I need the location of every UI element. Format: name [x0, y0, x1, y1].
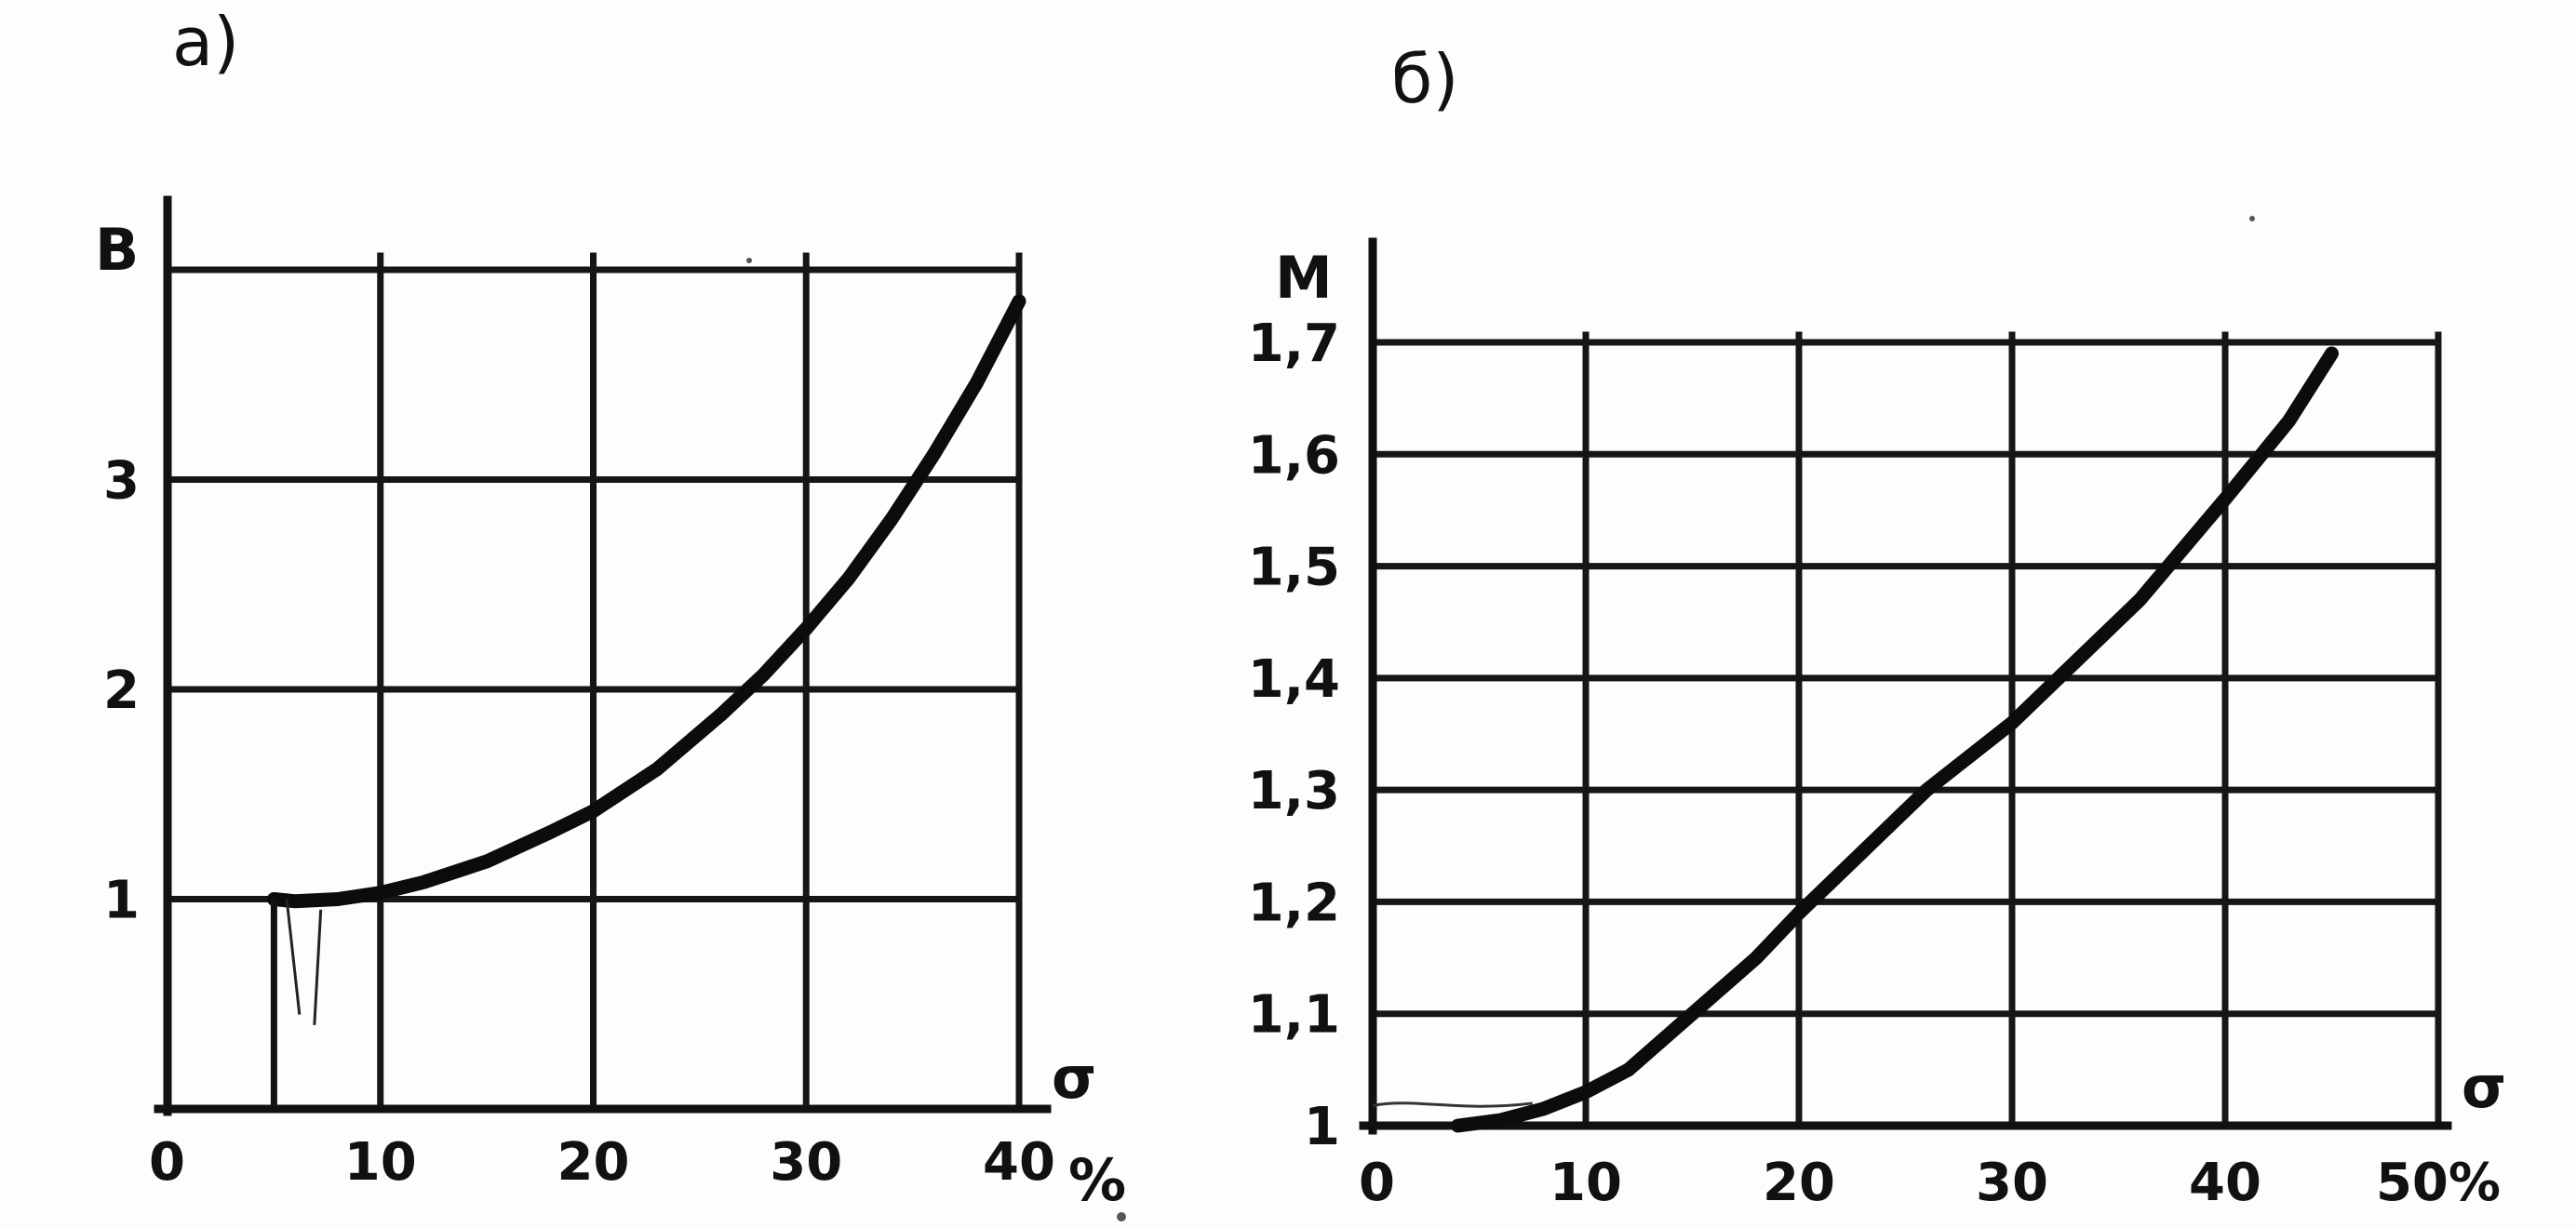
scan-speck — [2249, 216, 2255, 221]
panel-a-x-axis-label: σ — [1052, 1044, 1096, 1112]
scan-speck — [1117, 1212, 1126, 1221]
panel-a-y-tick-label: 2 — [103, 661, 140, 721]
panel-a-label: а) — [172, 3, 239, 81]
panel-a-x-tick-label: 30 — [770, 1132, 842, 1193]
panel-b-series-line — [1451, 346, 2339, 1133]
panel-a-x-tick-label: 10 — [344, 1132, 417, 1193]
panel-a-y-tick-label: 3 — [103, 451, 140, 512]
panel-a-x-unit: % — [1068, 1146, 1126, 1214]
panel-a-series-line — [266, 294, 1026, 909]
panel-b-y-tick-label: 1,5 — [1248, 538, 1340, 598]
panel-b-y-tick-label: 1,6 — [1248, 425, 1340, 486]
panel-b-marks — [1372, 346, 2339, 1133]
panel-b-y-tick-label: 1,4 — [1248, 649, 1340, 710]
panel-a-pencil-marks — [285, 899, 323, 1025]
panel-b-axes — [1359, 237, 2452, 1135]
panel-b-x-tick-label: 10 — [1550, 1153, 1622, 1213]
panel-b-x-ticks: 0 10 20 30 40 50% — [1359, 1153, 2501, 1213]
panel-a-x-tick-label: 20 — [557, 1132, 630, 1193]
panel-b-y-tick-label: 1,3 — [1248, 761, 1340, 821]
panel-b-y-tick-label: 1,7 — [1248, 314, 1340, 374]
panel-a-x-tick-label: 0 — [149, 1132, 185, 1193]
panel-b-x-tick-label: 50% — [2376, 1153, 2501, 1213]
panel-b-pencil-marks — [1372, 1101, 1533, 1108]
chart-panel-b: б) M σ 0 10 20 30 40 50% 11,11,21,31,41,51,61… — [1248, 40, 2507, 1213]
panel-b-x-tick-label: 30 — [1976, 1153, 2048, 1213]
chart-panel-a: а) B σ % 0 10 20 30 40 1 2 3 — [95, 3, 1126, 1214]
panel-b-y-tick-label: 1,2 — [1248, 873, 1340, 933]
panel-a-x-ticks: 0 10 20 30 40 — [149, 1132, 1055, 1193]
panel-a-marks — [266, 294, 1026, 1109]
scan-speck — [746, 258, 752, 263]
panel-a-axes — [154, 195, 1052, 1116]
panel-b-x-tick-label: 0 — [1359, 1153, 1395, 1213]
panel-a-y-axis-label: B — [95, 216, 139, 284]
panel-b-y-tick-label: 1 — [1304, 1097, 1340, 1157]
panel-b-x-tick-label: 40 — [2189, 1153, 2261, 1213]
panel-a-y-ticks: 1 2 3 — [103, 451, 140, 931]
panel-b-grid — [1369, 331, 2442, 1129]
panel-b-label: б) — [1391, 40, 1459, 118]
panel-b-y-axis-label: M — [1275, 244, 1333, 312]
panel-b-y-tick-label: 1,1 — [1248, 985, 1340, 1046]
panel-b-x-tick-label: 20 — [1763, 1153, 1835, 1213]
panel-a-y-tick-label: 1 — [103, 871, 140, 931]
panel-a-x-tick-label: 40 — [983, 1132, 1055, 1193]
panel-b-x-axis-label: σ — [2462, 1053, 2506, 1121]
panel-b-y-ticks: 1 1,1 1,2 1,3 1,4 1,5 1,6 1,7 — [1248, 314, 1340, 1157]
